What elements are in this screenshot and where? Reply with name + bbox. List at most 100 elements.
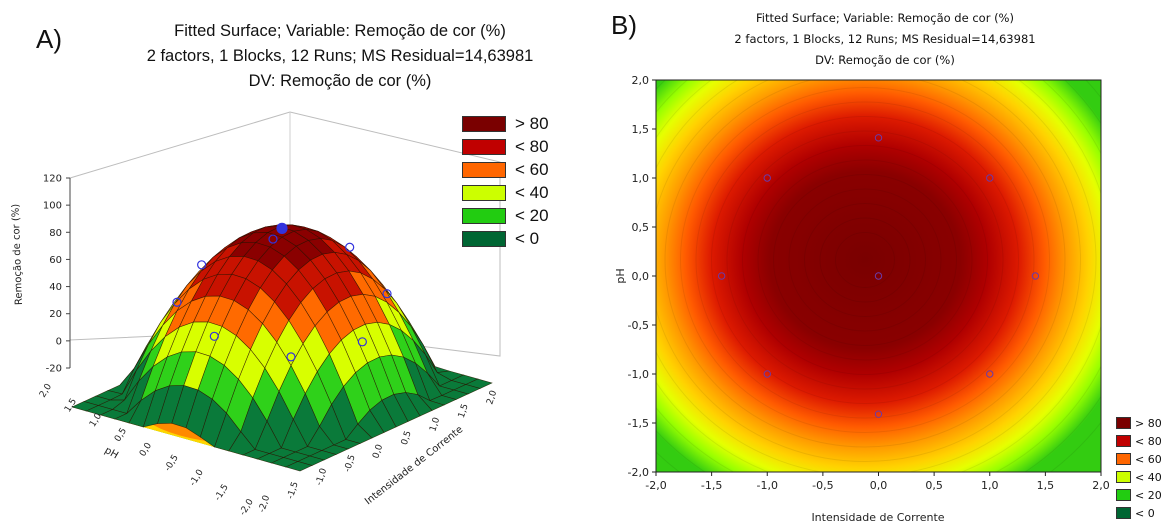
z-tick-label: 100 — [43, 201, 62, 212]
surface-design-point — [268, 234, 278, 244]
contour-band-edge — [819, 217, 911, 303]
contour-design-point — [763, 370, 771, 378]
y-tick-label: 1,5 — [63, 397, 79, 414]
x-tick-label: 0,5 — [400, 430, 414, 447]
legend-swatch-lt40 — [462, 184, 506, 201]
y-tick-label: -2,0 — [238, 497, 256, 517]
z-tick-label: 80 — [49, 228, 62, 239]
y-tick-label: 0,5 — [632, 221, 650, 234]
contour-design-points — [717, 134, 1040, 418]
surface-legend-item: < 20 — [462, 204, 549, 227]
contour-legend: > 80 < 80 < 60 < 40 < 20 < 0 — [1116, 414, 1162, 522]
contour-band-edge — [680, 87, 1050, 433]
y-tick-label: -1,5 — [213, 483, 231, 503]
y-tick-label: 0,0 — [138, 441, 154, 459]
legend-label: < 80 — [1135, 434, 1162, 448]
surface-title-line-1: Fitted Surface; Variable: Remoção de cor… — [174, 22, 506, 40]
contour-legend-item: < 20 — [1116, 486, 1162, 504]
y-tick-label: -1,0 — [188, 468, 206, 488]
surface-design-point — [172, 297, 182, 307]
surface-legend-item: < 0 — [462, 227, 549, 250]
x-tick-label: 0,0 — [371, 443, 385, 460]
legend-label: < 40 — [1135, 470, 1162, 484]
legend-label: > 80 — [1135, 416, 1162, 430]
x-tick-label: 1,5 — [457, 403, 471, 420]
contour-x-axis-label: Intensidade de Corrente — [811, 511, 944, 524]
contour-design-point — [874, 410, 883, 418]
contour-design-point — [763, 174, 771, 182]
z-tick-label: 40 — [49, 282, 62, 293]
contour-legend-item: < 40 — [1116, 468, 1162, 486]
y-tick-label: -1,5 — [628, 417, 649, 430]
surface-z-axis-label: Remoção de cor (%) — [10, 204, 25, 306]
y-tick-label: 1,0 — [632, 172, 650, 185]
legend-label: < 0 — [1135, 506, 1155, 520]
contour-design-point — [874, 134, 883, 142]
contour-band-edge — [711, 116, 1019, 404]
contour-band-edge — [742, 145, 988, 375]
contour-bands — [656, 80, 1101, 472]
legend-label: > 80 — [515, 113, 549, 133]
surface-legend-item: > 80 — [462, 112, 549, 135]
y-tick-label: 0,5 — [113, 426, 129, 443]
contour-title-line-2: 2 factors, 1 Blocks, 12 Runs; MS Residua… — [734, 32, 1036, 46]
y-tick-label: -2,0 — [628, 466, 649, 479]
surface-legend: > 80 < 80 < 60 < 40 < 20 < 0 — [462, 112, 549, 250]
contour-band-edge — [664, 80, 1066, 448]
contour-legend-item: < 60 — [1116, 450, 1162, 468]
x-tick-label: -1,0 — [314, 467, 329, 487]
x-tick-label: 2,0 — [1092, 479, 1110, 492]
surface-design-point — [345, 242, 355, 252]
legend-label: < 60 — [515, 159, 549, 179]
y-tick-label: 2,0 — [38, 382, 54, 400]
contour-legend-item: > 80 — [1116, 414, 1162, 432]
y-tick-label: 0,0 — [632, 270, 650, 283]
contour-legend-item: < 0 — [1116, 504, 1162, 522]
legend-swatch-lt60 — [1116, 453, 1131, 465]
surface-title-line-2: 2 factors, 1 Blocks, 12 Runs; MS Residua… — [146, 47, 534, 65]
x-tick-label: -1,5 — [286, 481, 301, 501]
surface-y-axis-label: pH — [103, 445, 121, 461]
surface-legend-item: < 80 — [462, 135, 549, 158]
x-tick-label: -1,5 — [701, 479, 722, 492]
y-tick-label: -1,0 — [628, 368, 649, 381]
contour-title-line-3: DV: Remoção de cor (%) — [815, 53, 955, 67]
contour-x-ticks: -2,0 -1,5 -1,0 -0,5 0,0 0,5 1,0 1,5 2,0 — [645, 472, 1110, 492]
contour-design-point — [717, 272, 726, 280]
legend-label: < 40 — [515, 182, 549, 202]
surface-x-axis-label: Intensidade de Corrente — [363, 424, 465, 507]
legend-label: < 0 — [515, 228, 540, 248]
y-tick-label: 1,5 — [632, 123, 650, 136]
surface-legend-item: < 60 — [462, 158, 549, 181]
z-tick-label: 60 — [49, 255, 62, 266]
legend-label: < 20 — [515, 205, 549, 225]
contour-legend-item: < 80 — [1116, 432, 1162, 450]
contour-y-axis-label: pH — [614, 268, 627, 283]
x-tick-label: 1,0 — [428, 416, 442, 433]
z-tick-label: 120 — [43, 174, 62, 185]
surface-design-point — [357, 337, 367, 347]
surface-design-point — [209, 331, 219, 341]
panel-b-label: B) — [611, 10, 637, 40]
legend-swatch-gt80 — [462, 115, 506, 132]
surface-design-point — [286, 352, 296, 362]
surface-design-point — [276, 222, 288, 234]
surface-design-point — [197, 260, 207, 270]
x-tick-label: 0,0 — [870, 479, 888, 492]
surface-design-points — [172, 222, 392, 362]
z-tick-label: 0 — [56, 336, 62, 347]
x-tick-label: 0,5 — [925, 479, 943, 492]
legend-swatch-lt40 — [1116, 471, 1131, 483]
legend-swatch-lt20 — [462, 207, 506, 224]
x-tick-label: 1,0 — [981, 479, 999, 492]
legend-swatch-lt60 — [462, 161, 506, 178]
contour-band-edge — [726, 130, 1004, 390]
contour-title-line-1: Fitted Surface; Variable: Remoção de cor… — [756, 11, 1014, 25]
x-tick-label: -2,0 — [645, 479, 666, 492]
contour-band-edge — [757, 159, 973, 361]
legend-swatch-lt80 — [1116, 435, 1131, 447]
surface-legend-item: < 40 — [462, 181, 549, 204]
z-tick-label: 20 — [49, 309, 62, 320]
contour-y-ticks: 2,0 1,5 1,0 0,5 0,0 -0,5 -1,0 -1,5 -2,0 — [628, 74, 656, 479]
x-tick-label: -2,0 — [257, 494, 272, 514]
